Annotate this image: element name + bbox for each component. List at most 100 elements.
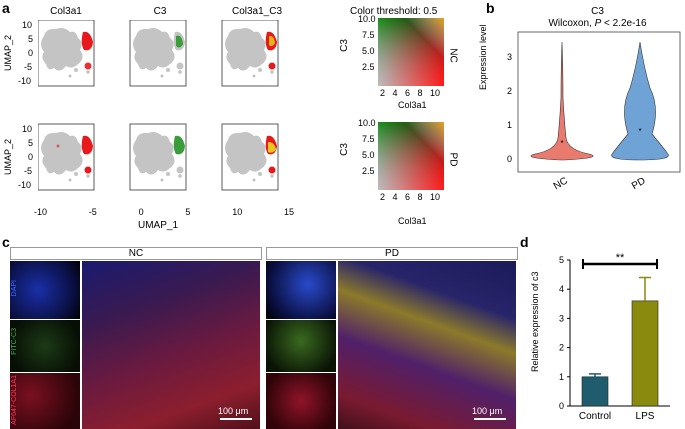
umap-grid	[38, 20, 279, 191]
umap-xticks: -10 -5 0 5 10 15	[34, 207, 294, 217]
umap-ylabel-top: UMAP_2	[3, 34, 14, 72]
scalebar-label-nc: 100 μm	[218, 406, 249, 416]
y-tick-label: 4	[559, 284, 564, 294]
xtick: 10	[429, 88, 440, 98]
y-tick-label: 3	[559, 313, 564, 323]
ytick: 0	[28, 48, 34, 58]
xtick: 2	[380, 88, 386, 98]
color-grid-pd	[378, 122, 444, 190]
grid-xticks-bottom: 2 4 6 8 10	[380, 192, 440, 202]
group-header-nc: NC	[10, 247, 262, 260]
umap-plot-pd-col3a1	[38, 123, 95, 191]
scalebar-nc	[220, 418, 252, 420]
ytick: 10	[22, 124, 33, 134]
x-tick-label: LPS	[636, 411, 655, 422]
violin-nc	[530, 41, 594, 161]
significance-label: **	[616, 252, 625, 264]
ytick: 5	[28, 34, 34, 44]
grid-ytick: 5.0	[362, 150, 375, 160]
violin-subtitle: Wilcoxon, P < 2.2e-16	[548, 18, 647, 29]
row-label-nc: NC	[447, 48, 459, 63]
xtick: 10	[232, 207, 243, 217]
channel-label-fitc: FITC-C3	[11, 328, 18, 355]
micro-nc-fitc	[10, 320, 80, 372]
violin-ytick-1: 1	[507, 120, 512, 130]
color-threshold-label: Color threshold: 0.5	[350, 6, 438, 17]
ytick: -5	[24, 166, 33, 176]
umap-ylabel-bottom: UMAP_2	[3, 138, 14, 176]
violin-plot: 0 1 2 3 * * NC PD	[507, 31, 681, 192]
row-label-pd: PD	[447, 152, 459, 167]
grid-ytick: 10.0	[358, 118, 376, 128]
bar-control	[581, 376, 609, 407]
xtick: -5	[88, 207, 97, 217]
umap-plot-pd-c3	[129, 123, 187, 191]
ytick: 10	[22, 20, 33, 30]
grid-ytick: 2.5	[362, 62, 375, 72]
xtick: -10	[34, 207, 48, 217]
color-grid-nc	[378, 18, 444, 86]
micro-pd-af647	[266, 373, 336, 429]
panel-label-b: b	[486, 0, 495, 16]
umap-xlabel: UMAP_1	[138, 220, 179, 231]
violin-ytick-0: 0	[507, 154, 512, 164]
scalebar-pd	[474, 418, 506, 420]
grid-ytick: 7.5	[362, 134, 375, 144]
group-header-pd: PD	[266, 247, 518, 260]
xtick: 2	[380, 192, 386, 202]
violin-xtick-nc: NC	[552, 175, 570, 192]
grid-ytick: 2.5	[362, 166, 375, 176]
ytick: 0	[28, 152, 34, 162]
grid-xlabel-bottom: Col3a1	[398, 216, 427, 226]
grid-xlabel-top: Col3a1	[398, 100, 427, 110]
micro-nc-dapi	[10, 261, 80, 319]
micro-pd-merged	[338, 261, 516, 429]
micro-nc-af647	[10, 373, 80, 429]
violin-pd	[611, 41, 669, 161]
bar-ylabel: Relative expression of c3	[530, 271, 540, 372]
umap-plot-nc-col3a1	[38, 20, 95, 87]
bar-lps	[631, 300, 659, 407]
xtick: 5	[185, 207, 191, 217]
xtick: 6	[404, 192, 410, 202]
violin-ylabel: Expression level	[478, 24, 488, 90]
channel-label-dapi: DAPI	[11, 280, 18, 297]
xtick: 0	[138, 207, 144, 217]
violin-title: C3	[591, 6, 604, 17]
grid-ytick: 7.5	[362, 30, 375, 40]
col-header-c3: C3	[153, 6, 167, 17]
xtick: 8	[417, 192, 423, 202]
violin-xtick-pd: PD	[630, 176, 648, 192]
y-tick-label: 5	[559, 255, 564, 265]
umap-plot-pd-col3a1-c3	[221, 123, 279, 191]
y-tick-label: 0	[559, 401, 564, 411]
violin-ytick-3: 3	[507, 52, 512, 62]
umap-plot-nc-c3	[129, 20, 187, 87]
ytick: -10	[18, 76, 32, 86]
panel-label-c: c	[2, 234, 10, 250]
color-grids	[378, 18, 444, 190]
xtick: 8	[417, 88, 423, 98]
micro-pd-fitc	[266, 320, 336, 372]
x-tick-label: Control	[579, 411, 611, 422]
y-tick-label: 1	[559, 372, 564, 382]
grid-ylabel-top: C3	[338, 39, 350, 52]
grid-ylabel-bottom: C3	[338, 143, 350, 156]
svg-text:*: *	[638, 127, 641, 136]
xtick: 6	[404, 88, 410, 98]
grid-ytick: 10.0	[358, 14, 376, 24]
umap-plot-nc-col3a1-c3	[221, 20, 279, 87]
xtick: 15	[283, 207, 294, 217]
micro-pd-dapi	[266, 261, 336, 319]
col-header-col3a1-c3: Col3a1_C3	[231, 6, 283, 17]
ytick: -10	[18, 180, 32, 190]
ytick: -5	[24, 62, 33, 72]
micro-nc-merged	[82, 261, 260, 429]
xtick: 4	[392, 192, 398, 202]
xtick: 10	[429, 192, 440, 202]
panel-label-a: a	[2, 0, 10, 16]
grid-ytick: 5.0	[362, 46, 375, 56]
channel-label-af647: AF647-COL1A1	[11, 375, 18, 425]
bar-chart: 0 1 2 3 4 5 Control LPS **	[559, 252, 670, 422]
svg-text:*: *	[560, 139, 563, 148]
